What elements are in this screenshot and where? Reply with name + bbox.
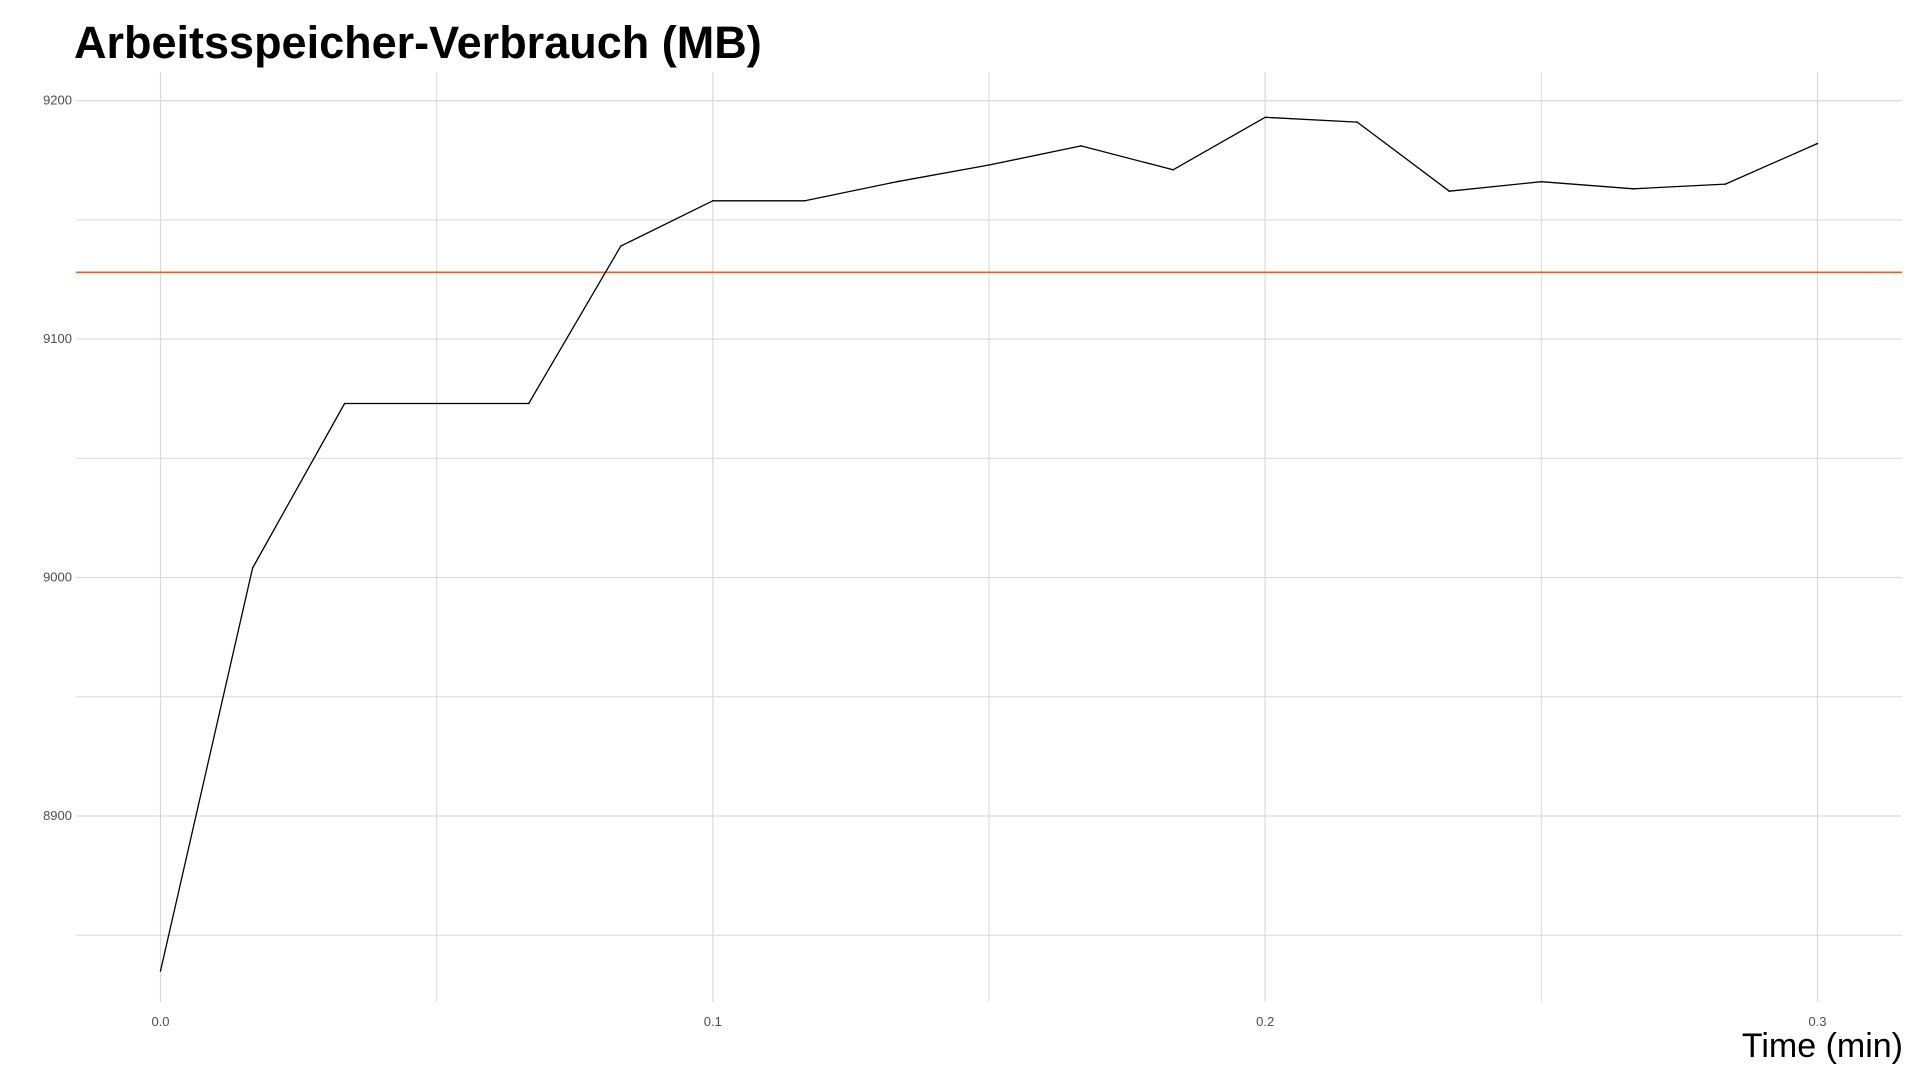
data-point [1632,188,1635,190]
grid [76,72,1902,1002]
x-tick-label: 0.3 [1808,1014,1826,1029]
data-point [1816,142,1819,145]
series-layer [159,116,1819,972]
data-point [1080,145,1082,147]
data-point [1724,183,1727,185]
y-tick-label: 9100 [43,331,72,346]
y-tick-label: 9200 [43,93,72,108]
data-point [1264,116,1266,119]
x-tick-label: 0.0 [151,1014,169,1029]
data-point [1172,169,1174,171]
x-axis-ticks: 0.0 0.1 0.2 0.3 [151,1014,1826,1029]
x-axis-title: Time (min) [1742,1027,1903,1065]
x-tick-label: 0.1 [704,1014,722,1029]
data-point [712,200,714,202]
data-point [251,567,254,569]
data-point [620,245,622,247]
data-point [804,200,806,202]
y-axis-ticks: 8900 9000 9100 9200 [43,93,72,823]
data-point [988,164,990,166]
data-point [527,402,530,405]
chart-title: Arbeitsspeicher-Verbrauch (MB) [74,17,762,68]
data-point [896,180,898,183]
y-tick-label: 8900 [43,808,72,823]
y-tick-label: 9000 [43,570,72,585]
data-point [343,402,346,405]
x-tick-label: 0.2 [1256,1014,1274,1029]
data-point [435,402,438,405]
data-point [159,970,162,972]
data-point [1356,121,1358,123]
data-point [1540,180,1543,183]
data-point [1448,190,1451,192]
